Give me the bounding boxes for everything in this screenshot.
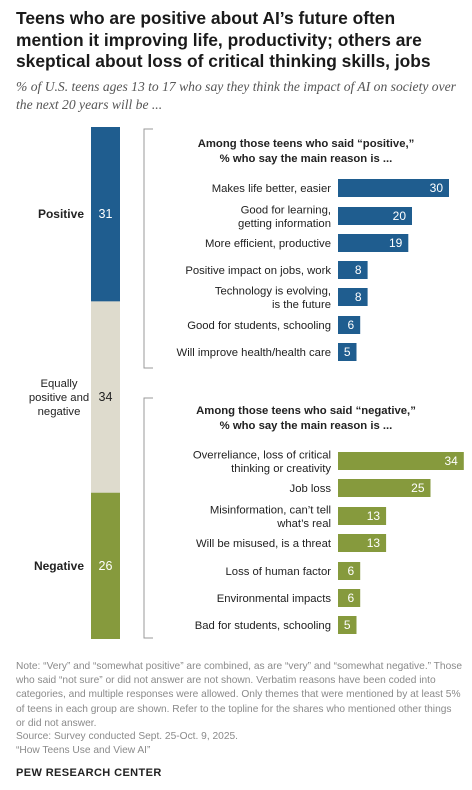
positive-bar-value: 8 (355, 263, 362, 277)
positive-bar (338, 288, 368, 306)
category-label-equally: negative (38, 406, 81, 418)
positive-bar (338, 207, 412, 225)
positive-category-label: Will improve health/health care (177, 347, 331, 359)
negative-bar (338, 534, 387, 552)
positive-bar (338, 343, 357, 361)
positive-panel-title: Among those teens who said “positive,” (198, 138, 415, 150)
negative-bar-value: 13 (367, 536, 381, 550)
stacked-bar-segment (91, 127, 120, 302)
negative-panel-title: Among those teens who said “negative,” (196, 405, 416, 417)
segment-value-label: 31 (99, 207, 113, 221)
positive-bar-value: 30 (430, 181, 444, 195)
negative-bar-value: 6 (348, 564, 355, 578)
negative-bar (338, 616, 357, 634)
positive-category-label: Good for learning, (241, 204, 331, 216)
chart-subtitle: % of U.S. teens ages 13 to 17 who say th… (16, 79, 456, 112)
chart-note: Note: “Very” and “somewhat positive” are… (16, 661, 463, 729)
positive-bar-value: 6 (348, 318, 355, 332)
negative-category-label: Misinformation, can’t tell (210, 504, 331, 516)
negative-category-label: Will be misused, is a threat (196, 538, 332, 550)
negative-panel-title: % who say the main reason is ... (220, 420, 393, 432)
negative-category-label: thinking or creativity (231, 463, 331, 475)
positive-category-label: Positive impact on jobs, work (185, 265, 331, 277)
negative-bar (338, 507, 387, 525)
negative-bar (338, 452, 464, 470)
bracket-negative (143, 397, 153, 639)
positive-bar-value: 5 (344, 345, 351, 359)
segment-value-label: 26 (99, 559, 113, 573)
report-title: “How Teens Use and View AI” (16, 745, 151, 756)
chart-source: Source: Survey conducted Sept. 25-Oct. 9… (16, 731, 238, 742)
negative-category-label: Environmental impacts (217, 593, 332, 605)
category-label-equally: positive and (29, 392, 89, 404)
positive-category-label: getting information (238, 218, 331, 230)
negative-category-label: Bad for students, schooling (195, 620, 331, 632)
negative-bar-value: 6 (348, 591, 355, 605)
negative-bar-value: 34 (444, 454, 458, 468)
negative-bar-value: 13 (367, 509, 381, 523)
stacked-bar-segment (91, 492, 120, 639)
positive-bar-value: 20 (393, 209, 407, 223)
negative-category-label: Overreliance, loss of critical (193, 449, 331, 461)
positive-bar (338, 234, 409, 252)
chart-area: 31 34 26 Positive Equally positive and negativ… (29, 127, 464, 639)
positive-category-label: is the future (272, 299, 331, 311)
negative-category-label: Job loss (290, 483, 332, 495)
positive-category-label: More efficient, productive (205, 238, 331, 250)
category-label-equally: Equally (40, 378, 77, 390)
negative-bar (338, 589, 361, 607)
category-label-positive: Positive (38, 207, 84, 221)
negative-bar-value: 25 (411, 481, 425, 495)
positive-bar (338, 179, 449, 197)
positive-category-label: Good for students, schooling (187, 320, 331, 332)
stacked-bar-segment (91, 301, 120, 493)
positive-panel-title: % who say the main reason is ... (220, 153, 393, 165)
bracket-positive (143, 128, 153, 369)
negative-category-label: what’s real (276, 518, 331, 530)
chart-title: Teens who are positive about AI’s future… (16, 8, 431, 71)
category-label-negative: Negative (34, 559, 84, 573)
positive-bar (338, 261, 368, 279)
pew-logo: PEW RESEARCH CENTER (16, 767, 162, 779)
negative-bar-value: 5 (344, 618, 351, 632)
negative-bar (338, 562, 361, 580)
positive-category-label: Technology is evolving, (215, 285, 331, 297)
positive-category-label: Makes life better, easier (212, 183, 332, 195)
positive-bar-value: 8 (355, 290, 362, 304)
negative-category-label: Loss of human factor (226, 566, 332, 578)
negative-bar (338, 479, 431, 497)
positive-bar (338, 316, 361, 334)
positive-bar-value: 19 (389, 236, 403, 250)
segment-value-label: 34 (99, 390, 113, 404)
